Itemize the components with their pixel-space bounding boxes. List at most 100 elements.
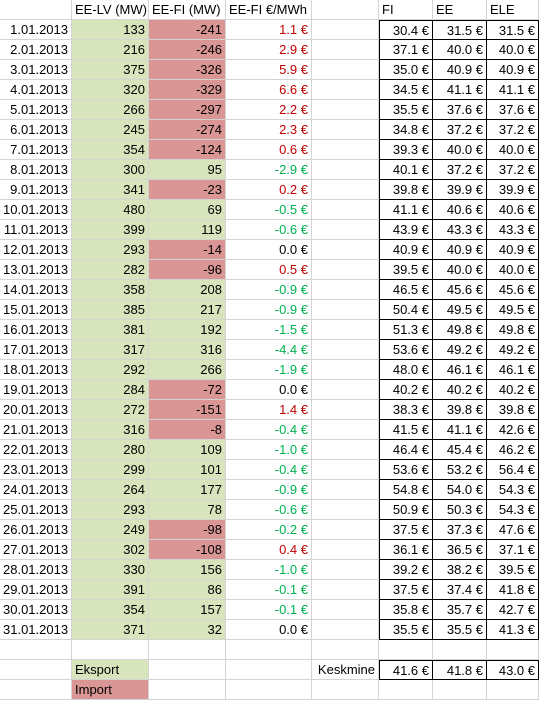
row-price-diff[interactable]: 2.9 € — [226, 40, 312, 60]
row-ee[interactable]: 49.5 € — [433, 300, 487, 320]
row-gap[interactable] — [312, 160, 379, 180]
row-date[interactable]: 28.01.2013 — [0, 560, 72, 580]
row-ee-lv[interactable]: 249 — [72, 520, 149, 540]
row-price-diff[interactable]: 0.5 € — [226, 260, 312, 280]
row-ee-fi[interactable]: 69 — [149, 200, 226, 220]
row-ee-fi[interactable]: 157 — [149, 600, 226, 620]
row-ee-fi[interactable]: -274 — [149, 120, 226, 140]
row-ele[interactable]: 39.9 € — [487, 180, 539, 200]
summary-ele[interactable]: 43.0 € — [487, 660, 539, 680]
row-fi[interactable]: 46.4 € — [379, 440, 433, 460]
row-ele[interactable]: 42.6 € — [487, 420, 539, 440]
row-price-diff[interactable]: -0.1 € — [226, 580, 312, 600]
row-ee[interactable]: 49.2 € — [433, 340, 487, 360]
empty-cell[interactable] — [379, 640, 433, 660]
row-ee-fi[interactable]: 266 — [149, 360, 226, 380]
row-gap[interactable] — [312, 420, 379, 440]
row-ele[interactable]: 40.0 € — [487, 140, 539, 160]
empty-cell[interactable] — [149, 640, 226, 660]
row-fi[interactable]: 34.5 € — [379, 80, 433, 100]
row-gap[interactable] — [312, 120, 379, 140]
row-ee-lv[interactable]: 358 — [72, 280, 149, 300]
row-ee[interactable]: 37.3 € — [433, 520, 487, 540]
row-ee[interactable]: 49.8 € — [433, 320, 487, 340]
row-price-diff[interactable]: 0.0 € — [226, 380, 312, 400]
row-ee[interactable]: 45.6 € — [433, 280, 487, 300]
row-date[interactable]: 9.01.2013 — [0, 180, 72, 200]
row-fi[interactable]: 40.9 € — [379, 240, 433, 260]
row-price-diff[interactable]: 0.6 € — [226, 140, 312, 160]
row-gap[interactable] — [312, 480, 379, 500]
row-fi[interactable]: 46.5 € — [379, 280, 433, 300]
row-ee[interactable]: 40.2 € — [433, 380, 487, 400]
row-ele[interactable]: 47.6 € — [487, 520, 539, 540]
row-ee-fi[interactable]: -14 — [149, 240, 226, 260]
row-ee-lv[interactable]: 371 — [72, 620, 149, 640]
row-ee[interactable]: 40.6 € — [433, 200, 487, 220]
row-date[interactable]: 23.01.2013 — [0, 460, 72, 480]
row-date[interactable]: 22.01.2013 — [0, 440, 72, 460]
header-ele[interactable]: ELE — [487, 0, 539, 20]
row-ee-fi[interactable]: -151 — [149, 400, 226, 420]
row-ele[interactable]: 40.6 € — [487, 200, 539, 220]
row-ee-fi[interactable]: 95 — [149, 160, 226, 180]
row-ee-lv[interactable]: 316 — [72, 420, 149, 440]
row-ee[interactable]: 39.9 € — [433, 180, 487, 200]
row-ee-fi[interactable]: -241 — [149, 20, 226, 40]
header-ee-lv[interactable]: EE-LV (MW) — [72, 0, 149, 20]
row-date[interactable]: 29.01.2013 — [0, 580, 72, 600]
row-ele[interactable]: 40.2 € — [487, 380, 539, 400]
summary-ee[interactable]: 41.8 € — [433, 660, 487, 680]
row-date[interactable]: 15.01.2013 — [0, 300, 72, 320]
row-date[interactable]: 6.01.2013 — [0, 120, 72, 140]
row-gap[interactable] — [312, 60, 379, 80]
row-ee-fi[interactable]: 32 — [149, 620, 226, 640]
row-gap[interactable] — [312, 580, 379, 600]
row-ee-fi[interactable]: 217 — [149, 300, 226, 320]
row-ee-lv[interactable]: 375 — [72, 60, 149, 80]
empty-cell[interactable] — [226, 660, 312, 680]
row-ee-lv[interactable]: 216 — [72, 40, 149, 60]
row-ee[interactable]: 38.2 € — [433, 560, 487, 580]
row-fi[interactable]: 35.8 € — [379, 600, 433, 620]
row-ee-fi[interactable]: 208 — [149, 280, 226, 300]
row-fi[interactable]: 34.8 € — [379, 120, 433, 140]
row-ee[interactable]: 40.0 € — [433, 140, 487, 160]
row-ee[interactable]: 40.0 € — [433, 260, 487, 280]
row-ee-fi[interactable]: 119 — [149, 220, 226, 240]
row-fi[interactable]: 35.0 € — [379, 60, 433, 80]
row-ele[interactable]: 40.9 € — [487, 240, 539, 260]
row-ee-lv[interactable]: 480 — [72, 200, 149, 220]
row-price-diff[interactable]: -2.9 € — [226, 160, 312, 180]
row-ee-fi[interactable]: 316 — [149, 340, 226, 360]
row-fi[interactable]: 41.5 € — [379, 420, 433, 440]
row-gap[interactable] — [312, 100, 379, 120]
empty-cell[interactable] — [433, 680, 487, 700]
row-ee-fi[interactable]: 192 — [149, 320, 226, 340]
row-price-diff[interactable]: 0.4 € — [226, 540, 312, 560]
row-ele[interactable]: 56.4 € — [487, 460, 539, 480]
empty-cell[interactable] — [226, 680, 312, 700]
empty-cell[interactable] — [379, 680, 433, 700]
row-ee-fi[interactable]: -246 — [149, 40, 226, 60]
empty-cell[interactable] — [312, 680, 379, 700]
row-price-diff[interactable]: -0.4 € — [226, 420, 312, 440]
row-ee[interactable]: 45.4 € — [433, 440, 487, 460]
row-price-diff[interactable]: 6.6 € — [226, 80, 312, 100]
row-ee-fi[interactable]: -108 — [149, 540, 226, 560]
row-date[interactable]: 16.01.2013 — [0, 320, 72, 340]
row-ee-lv[interactable]: 280 — [72, 440, 149, 460]
row-ele[interactable]: 41.3 € — [487, 620, 539, 640]
row-ele[interactable]: 41.1 € — [487, 80, 539, 100]
row-date[interactable]: 21.01.2013 — [0, 420, 72, 440]
row-price-diff[interactable]: -1.9 € — [226, 360, 312, 380]
summary-label[interactable]: Keskmine — [312, 660, 379, 680]
row-ele[interactable]: 37.2 € — [487, 120, 539, 140]
row-ele[interactable]: 40.0 € — [487, 260, 539, 280]
row-ee-lv[interactable]: 266 — [72, 100, 149, 120]
row-ee-lv[interactable]: 300 — [72, 160, 149, 180]
row-gap[interactable] — [312, 380, 379, 400]
row-ee[interactable]: 46.1 € — [433, 360, 487, 380]
row-ee-fi[interactable]: -329 — [149, 80, 226, 100]
row-ee[interactable]: 40.9 € — [433, 240, 487, 260]
